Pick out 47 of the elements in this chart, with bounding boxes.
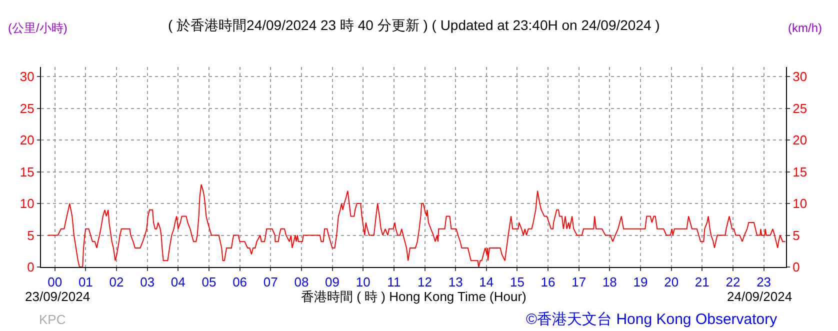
x-tick-label: 03 — [140, 274, 155, 290]
text: 24/09/2024 — [727, 289, 792, 304]
y-axis-title: (公里/小時) — [8, 21, 68, 35]
x-tick-label: 20 — [664, 274, 679, 290]
x-tick-label: 17 — [572, 274, 586, 290]
y-tick-label: 15 — [20, 164, 34, 180]
x-tick-label: 10 — [356, 274, 370, 290]
text: 23/09/2024 — [25, 289, 90, 304]
y2-tick-label: 5 — [792, 228, 800, 243]
text: ©香港天文台 Hong Kong Observatory — [526, 311, 778, 328]
x-tick-label: 05 — [202, 274, 216, 290]
y-tick-label: 5 — [27, 228, 34, 243]
x-tick-label: 00 — [48, 274, 62, 290]
y-tick-label: 20 — [20, 132, 34, 148]
x-tick-label: 22 — [726, 274, 740, 290]
x-tick-label: 13 — [448, 274, 463, 290]
x-tick-label: 16 — [540, 274, 556, 290]
x-tick-label: 07 — [263, 274, 278, 290]
x-tick-label: 15 — [510, 274, 524, 290]
y2-tick-label: 20 — [792, 132, 808, 148]
x-tick-label: 14 — [479, 274, 494, 290]
x-tick-label: 04 — [170, 274, 186, 290]
y-tick-label: 0 — [27, 260, 34, 275]
y2-tick-label: 30 — [792, 69, 808, 84]
x-axis-title: 香港時間 ( 時 ) Hong Kong Time (Hour) — [301, 289, 526, 304]
x-tick-label: 09 — [325, 274, 340, 290]
line-series — [48, 184, 786, 267]
x-tick-label: 21 — [694, 274, 710, 290]
x-tick-label: 19 — [633, 274, 648, 290]
y-tick-label: 30 — [20, 69, 34, 84]
chart-title: ( 於香港時間24/09/2024 23 時 40 分更新 ) ( Updated at 23:40H on 24/09/2024 ) — [168, 17, 660, 33]
x-tick-label: 18 — [602, 274, 617, 290]
x-tick-label: 01 — [78, 274, 93, 290]
y2-axis-title: (km/h) — [788, 21, 822, 35]
x-tick-label: 11 — [387, 274, 401, 290]
x-tick-label: 02 — [109, 274, 124, 290]
y-tick-label: 25 — [20, 100, 34, 116]
x-tick-label: 23 — [756, 274, 772, 290]
y2-tick-label: 10 — [792, 196, 808, 212]
y-tick-label: 10 — [20, 196, 34, 212]
y2-tick-label: 0 — [792, 260, 800, 275]
text: KPC — [39, 312, 66, 327]
x-tick-label: 12 — [418, 274, 432, 290]
y2-tick-label: 15 — [792, 164, 808, 180]
x-tick-label: 06 — [232, 274, 248, 290]
y2-tick-label: 25 — [792, 100, 808, 116]
x-tick-label: 08 — [294, 274, 309, 290]
